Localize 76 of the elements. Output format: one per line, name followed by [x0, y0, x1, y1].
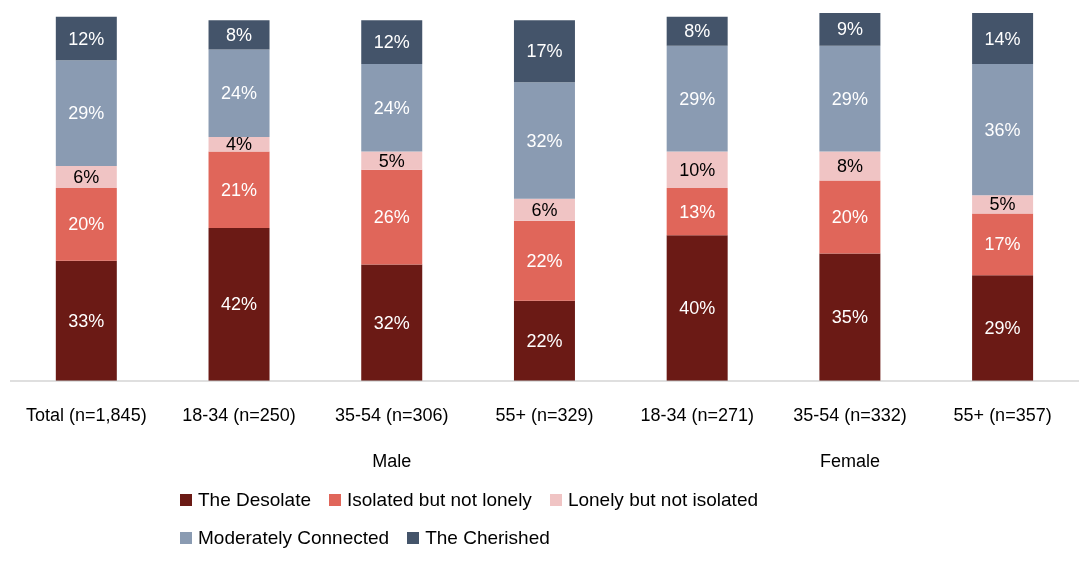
x-tick-label: 55+ (n=357)	[953, 405, 1052, 425]
data-label: 20%	[831, 207, 868, 228]
text: Male	[372, 451, 412, 471]
bar	[361, 169, 423, 265]
data-label: 8%	[226, 24, 253, 45]
data-label: 33%	[68, 310, 105, 331]
bar	[361, 264, 423, 381]
data-label: 14%	[984, 28, 1021, 49]
data-label: 22%	[526, 330, 563, 351]
legend-label: Moderately Connected	[197, 526, 390, 550]
legend-label: Isolated but not lonely	[346, 488, 532, 512]
x-tick-label: 35-54 (n=306)	[334, 405, 449, 425]
x-tick-label: 35-54 (n=332)	[793, 405, 907, 425]
bar	[55, 187, 117, 261]
legend-label: The Cherished	[424, 526, 550, 550]
x-tick-label: Total (n=1,845)	[26, 405, 147, 425]
data-label: 29%	[831, 88, 868, 109]
bar	[972, 13, 1034, 65]
bar	[819, 45, 881, 152]
legend-label: Lonely but not isolated	[566, 488, 759, 512]
data-label: 29%	[984, 318, 1021, 339]
data-label: 21%	[221, 179, 258, 200]
data-label: 32%	[526, 130, 563, 151]
bar	[666, 235, 728, 381]
data-label: 20%	[68, 214, 105, 235]
bar	[819, 151, 881, 181]
data-label: 12%	[373, 32, 410, 53]
bar	[208, 151, 270, 228]
bar	[819, 180, 881, 254]
data-label: 5%	[378, 150, 405, 171]
bar	[819, 13, 881, 46]
legend-label: The Desolate	[197, 488, 312, 512]
bar	[513, 20, 575, 83]
x-tick-label: 55+ (n=329)	[495, 405, 594, 425]
data-label: 17%	[984, 234, 1021, 255]
bar	[513, 82, 575, 199]
data-label: 32%	[373, 312, 410, 333]
data-label: 6%	[73, 166, 100, 187]
x-tick-label: 18-34 (n=250)	[182, 405, 296, 425]
bar	[666, 187, 728, 236]
bar	[55, 260, 117, 381]
data-label: 36%	[984, 119, 1021, 140]
data-label: 5%	[989, 194, 1016, 215]
bar	[208, 227, 270, 381]
data-label: 10%	[679, 159, 716, 180]
data-label: 35%	[831, 307, 868, 328]
bar	[972, 213, 1034, 276]
data-label: 9%	[836, 19, 863, 40]
bar	[361, 20, 423, 65]
x-tick-label: 18-34 (n=271)	[640, 405, 755, 425]
bar	[55, 60, 117, 167]
data-label: 26%	[373, 207, 410, 228]
text: Female	[819, 451, 880, 471]
data-label: 12%	[68, 28, 105, 49]
bar	[208, 49, 270, 137]
data-label: 13%	[679, 201, 716, 222]
bar	[666, 45, 728, 152]
bar	[513, 300, 575, 381]
data-label: 8%	[684, 21, 711, 42]
bar	[361, 64, 423, 152]
data-label: 24%	[221, 83, 258, 104]
data-label: 4%	[226, 134, 253, 155]
bar	[972, 275, 1034, 381]
data-label: 42%	[221, 294, 258, 315]
data-label: 6%	[531, 199, 558, 220]
bar	[972, 64, 1034, 196]
data-label: 22%	[526, 250, 563, 271]
data-label: 17%	[526, 41, 563, 62]
data-label: 8%	[836, 156, 863, 177]
data-label: 29%	[679, 88, 716, 109]
data-label: 24%	[373, 97, 410, 118]
bar	[819, 253, 881, 381]
data-label: 40%	[679, 298, 716, 319]
bar	[666, 151, 728, 188]
bar	[513, 220, 575, 301]
data-label: 29%	[68, 103, 105, 124]
